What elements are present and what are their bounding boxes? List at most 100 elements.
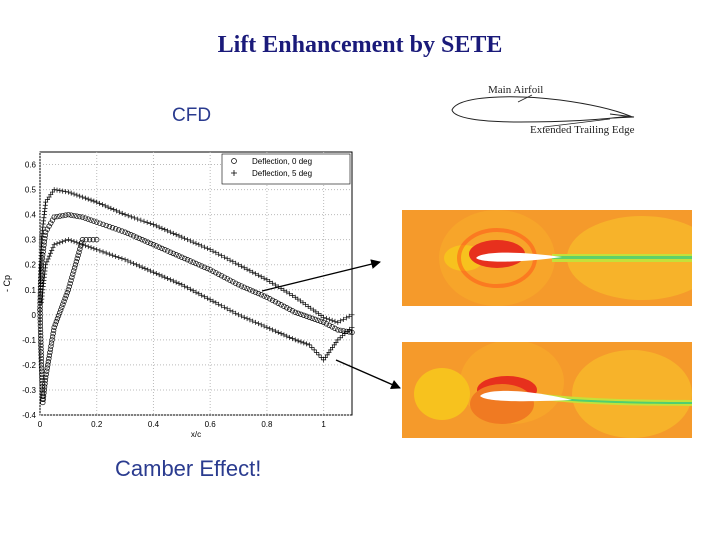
point-0deg — [286, 306, 293, 312]
point-5deg — [114, 208, 120, 214]
point-5deg — [187, 238, 193, 244]
point-5deg — [162, 227, 168, 233]
point-0deg — [48, 340, 55, 346]
point-5deg — [113, 253, 119, 259]
point-5deg — [39, 230, 45, 236]
y-tick-label: 0.2 — [25, 261, 37, 270]
point-0deg — [37, 316, 43, 323]
point-0deg — [184, 257, 191, 263]
point-5deg — [142, 265, 148, 271]
plot-frame — [39, 151, 353, 416]
point-5deg — [102, 203, 108, 209]
point-0deg — [47, 349, 53, 356]
point-0deg — [233, 280, 239, 286]
point-5deg — [305, 303, 311, 309]
point-5deg — [116, 254, 122, 260]
point-0deg — [38, 333, 44, 339]
point-5deg — [196, 242, 202, 248]
point-0deg — [340, 328, 347, 334]
point-5deg — [65, 189, 71, 195]
point-5deg — [41, 218, 47, 224]
point-5deg — [236, 312, 242, 318]
point-5deg — [60, 188, 66, 194]
point-5deg — [250, 318, 256, 324]
point-0deg — [86, 237, 93, 243]
point-5deg — [330, 344, 335, 350]
point-0deg — [349, 329, 355, 335]
x-tick-label: 0.8 — [261, 420, 273, 429]
point-0deg — [179, 254, 185, 260]
y-tick-label: -0.1 — [22, 336, 36, 345]
point-5deg — [108, 205, 114, 211]
point-5deg — [182, 235, 188, 241]
point-5deg — [238, 313, 244, 319]
main-airfoil-leader — [517, 94, 533, 103]
x-tick-label: 1 — [321, 420, 326, 429]
point-5deg — [227, 307, 233, 313]
point-0deg — [37, 326, 44, 332]
point-5deg — [275, 329, 281, 335]
extended-trailing-edge — [609, 113, 635, 119]
y-axis-label: - Cp — [2, 275, 12, 292]
point-5deg — [139, 264, 145, 270]
point-5deg — [153, 270, 159, 276]
point-0deg — [210, 268, 216, 274]
point-5deg — [347, 326, 353, 332]
point-0deg — [42, 232, 48, 239]
point-5deg — [106, 251, 112, 257]
point-0deg — [37, 313, 43, 319]
cfd-label: CFD — [172, 105, 212, 126]
point-0deg — [250, 288, 256, 294]
point-0deg — [79, 237, 86, 243]
x-axis-label: x/c — [191, 430, 201, 439]
point-5deg — [80, 194, 86, 200]
point-5deg — [196, 291, 202, 297]
point-5deg — [40, 221, 46, 227]
point-0deg — [43, 374, 49, 381]
point-5deg — [51, 242, 57, 248]
point-5deg — [221, 254, 227, 260]
point-5deg — [63, 189, 69, 195]
point-5deg — [50, 245, 56, 251]
point-0deg — [45, 362, 51, 368]
point-0deg — [61, 298, 67, 304]
point-0deg — [59, 304, 65, 310]
y-tick-label: 0.1 — [25, 286, 37, 295]
point-5deg — [346, 313, 352, 319]
point-5deg — [91, 198, 97, 204]
point-5deg — [173, 279, 179, 285]
point-5deg — [60, 239, 66, 245]
point-5deg — [326, 349, 332, 355]
point-5deg — [210, 298, 216, 304]
point-0deg — [37, 320, 43, 326]
point-0deg — [332, 325, 338, 331]
point-5deg — [48, 192, 54, 198]
cp-chart: 0 0.2 0.4 0.6 0.8 1 -0.4 -0.3 -0.2 -0.1 0 0.1 0.2 0.3… — [2, 151, 355, 439]
point-5deg — [40, 224, 46, 230]
point-5deg — [136, 263, 142, 269]
point-0deg — [173, 252, 179, 258]
point-5deg — [301, 340, 307, 346]
point-5deg — [202, 244, 208, 250]
point-5deg — [156, 224, 162, 230]
y-tick-label: -0.2 — [22, 361, 36, 370]
point-0deg — [46, 355, 52, 362]
point-5deg — [128, 214, 134, 220]
point-5deg — [45, 256, 51, 262]
point-0deg — [85, 216, 91, 222]
point-0deg — [130, 233, 137, 239]
point-0deg — [38, 346, 44, 352]
point-5deg — [44, 197, 50, 203]
point-0deg — [116, 227, 122, 233]
x-tick-label: 0.4 — [148, 420, 160, 429]
point-0deg — [170, 250, 176, 257]
point-0deg — [83, 237, 89, 243]
point-5deg — [38, 237, 44, 243]
point-0deg — [48, 220, 54, 226]
point-5deg — [289, 336, 295, 342]
point-5deg — [321, 357, 327, 363]
point-0deg — [224, 276, 230, 282]
point-5deg — [97, 200, 103, 206]
point-0deg — [323, 321, 330, 327]
point-0deg — [128, 232, 134, 238]
